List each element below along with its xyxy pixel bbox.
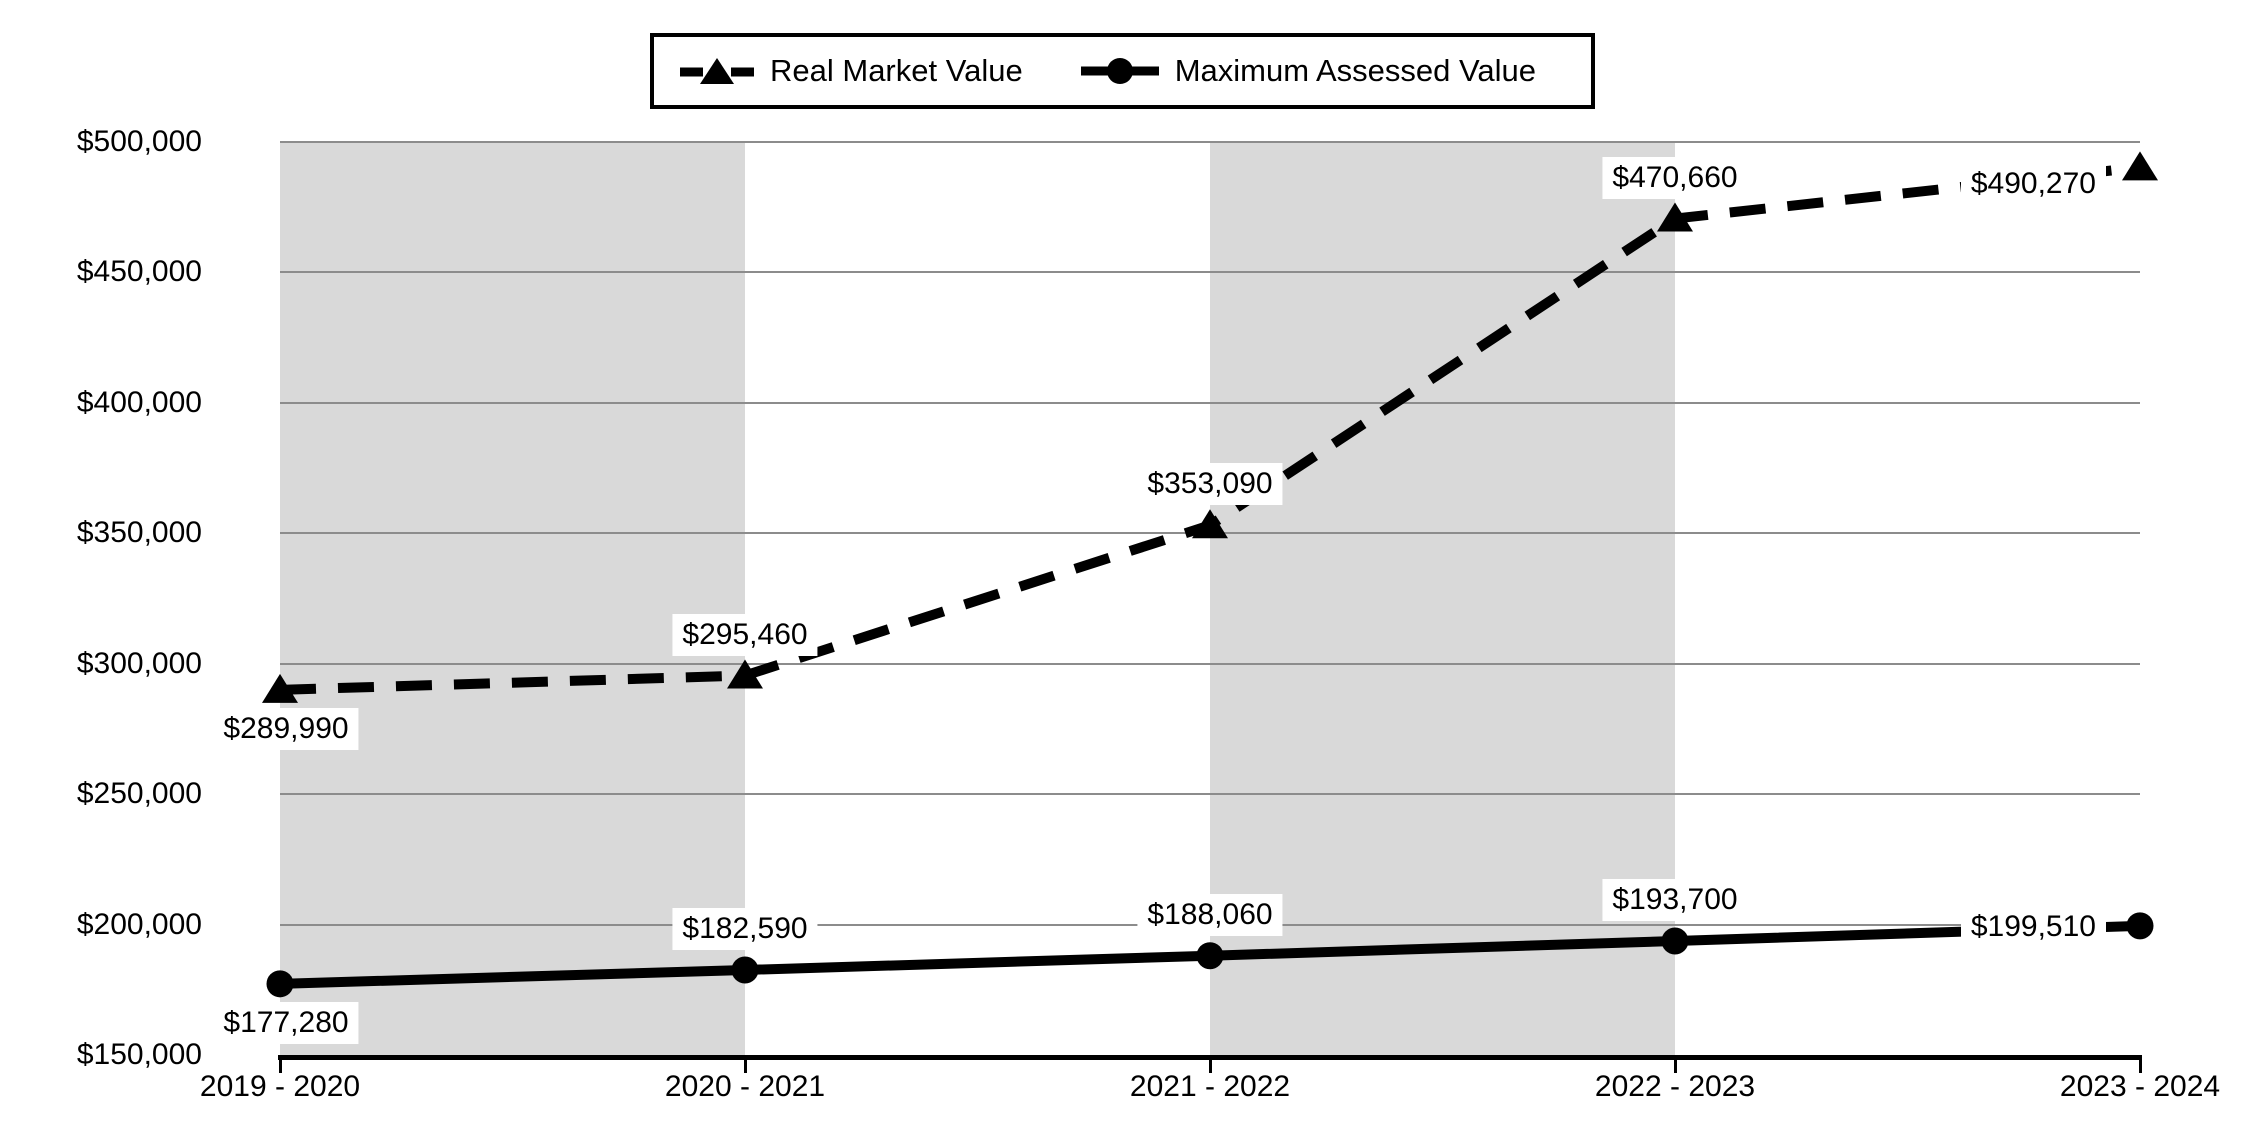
maximum-assessed-value-marker (2126, 912, 2154, 940)
y-tick-label: $350,000 (76, 516, 202, 550)
legend: Real Market Value Maximum Assessed Value (650, 33, 1595, 109)
series-lines-svg (262, 151, 2158, 998)
gridline (280, 141, 2140, 143)
x-tick-label: 2019 - 2020 (199, 1070, 361, 1103)
x-tick-label: 2022 - 2023 (1594, 1070, 1756, 1103)
y-tick-label: $400,000 (76, 385, 202, 419)
x-tick-mark (1674, 1060, 1677, 1073)
solid-line-circle-icon (1080, 58, 1159, 84)
maximum-assessed-value-data-label: $193,700 (1602, 879, 1748, 921)
y-tick-label: $200,000 (76, 907, 202, 941)
maximum-assessed-value-data-label: $182,590 (672, 907, 818, 950)
x-tick-mark (279, 1060, 282, 1073)
real-market-value-data-label: $470,660 (1602, 156, 1748, 199)
maximum-assessed-value-marker (266, 970, 294, 998)
maximum-assessed-value-marker (731, 956, 759, 984)
legend-label-real-market-value: Real Market Value (770, 53, 1023, 88)
y-tick-label: $250,000 (76, 777, 202, 811)
x-tick-label: 2023 - 2024 (2059, 1070, 2221, 1103)
real-market-value-marker (262, 673, 298, 703)
x-tick-mark (744, 1060, 747, 1073)
legend-label-maximum-assessed-value: Maximum Assessed Value (1174, 53, 1536, 88)
x-tick-label: 2020 - 2021 (664, 1070, 826, 1103)
gridline (280, 662, 2140, 665)
real-market-value-marker (1192, 509, 1228, 539)
real-market-value-marker (1657, 202, 1693, 232)
real-market-value-data-label: $353,090 (1137, 463, 1283, 506)
real-market-value-data-label: $295,460 (672, 613, 818, 656)
gridline (280, 271, 2140, 274)
real-market-value-data-label: $490,270 (1960, 163, 2106, 206)
x-tick-mark (2139, 1060, 2142, 1073)
maximum-assessed-value-marker (1196, 942, 1224, 970)
plot-band (1210, 142, 1675, 1055)
legend-item-real-market-value: Real Market Value (680, 53, 1023, 89)
x-tick-label: 2021 - 2022 (1129, 1070, 1291, 1103)
plot-band (280, 142, 745, 1055)
maximum-assessed-value-data-label: $199,510 (1960, 905, 2106, 948)
gridline (280, 401, 2140, 404)
y-tick-label: $150,000 (76, 1038, 202, 1071)
real-market-value-marker (2122, 151, 2158, 181)
x-axis-line (278, 1055, 2142, 1060)
y-tick-label: $300,000 (76, 646, 202, 680)
dashed-line-triangle-icon (680, 58, 754, 84)
legend-item-maximum-assessed-value: Maximum Assessed Value (1080, 53, 1536, 89)
maximum-assessed-value-data-label: $177,280 (213, 1001, 359, 1044)
maximum-assessed-value-data-label: $188,060 (1137, 893, 1283, 936)
real-market-value-data-label: $289,990 (213, 707, 359, 750)
y-tick-label: $500,000 (76, 125, 202, 158)
y-tick-label: $450,000 (76, 255, 202, 289)
real-market-value-line (279, 162, 2141, 695)
gridline (280, 793, 2140, 796)
maximum-assessed-value-marker (1661, 927, 1689, 955)
plot-area: $289,990 $295,460 $353,090 $470,660 $490,270… (213, 141, 2158, 1055)
real-market-value-marker (727, 659, 763, 689)
x-tick-mark (1209, 1060, 1212, 1073)
